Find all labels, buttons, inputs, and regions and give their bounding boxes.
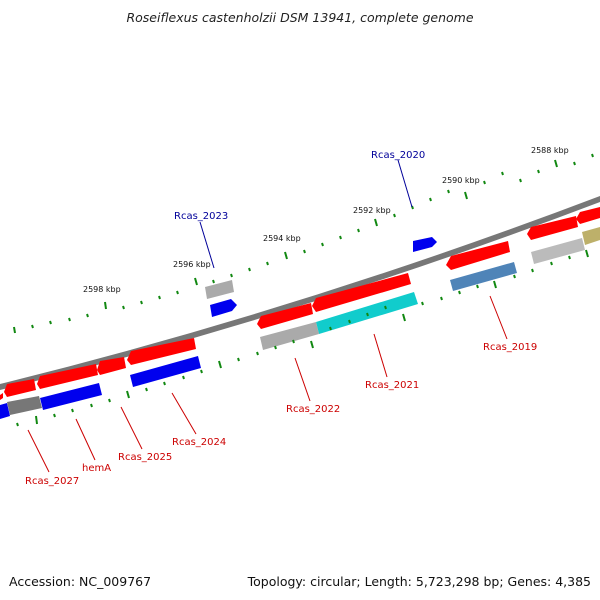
gene-arrow-edge-right-2[interactable] bbox=[576, 207, 600, 224]
genome-summary-text: Topology: circular; Length: 5,723,298 bp… bbox=[247, 574, 591, 589]
gene-arrow-rcas-2025[interactable] bbox=[97, 357, 126, 375]
kbp-label: 2594 kbp bbox=[263, 234, 301, 243]
map-title: Roseiflexus castenholzii DSM 13941, comp… bbox=[126, 10, 473, 25]
gene-label-rcas-2024[interactable]: Rcas_2024 bbox=[172, 437, 226, 448]
gene-box-darkgray[interactable] bbox=[7, 396, 42, 415]
gene-label-rcas-2020[interactable]: Rcas_2020 bbox=[371, 150, 425, 161]
kbp-label: 2592 kbp bbox=[353, 206, 391, 215]
gene-label-rcas-2027[interactable]: Rcas_2027 bbox=[25, 476, 79, 487]
gene-label-rcas-2023[interactable]: Rcas_2023 bbox=[174, 211, 228, 222]
kbp-label: 2590 kbp bbox=[442, 176, 480, 185]
gene-box-blue-2024[interactable] bbox=[130, 356, 201, 387]
kbp-scale-labels: 2588 kbp 2590 kbp 2592 kbp 2594 kbp 2596… bbox=[83, 146, 569, 294]
gene-box-blue-edge[interactable] bbox=[0, 403, 10, 419]
gene-arrow-rcas-2024[interactable] bbox=[127, 338, 196, 365]
outer-tick-ring bbox=[13, 153, 594, 334]
gene-label-hema[interactable]: hemA bbox=[82, 463, 111, 474]
accession-text: Accession: NC_009767 bbox=[9, 574, 151, 589]
inner-tick-ring bbox=[16, 249, 589, 427]
kbp-label: 2596 kbp bbox=[173, 260, 211, 269]
gene-arrow-edge-left[interactable] bbox=[0, 393, 3, 400]
gene-arrow-edge-right-1[interactable] bbox=[527, 216, 578, 240]
gene-box-lightgray-right[interactable] bbox=[531, 238, 585, 264]
kbp-label: 2588 kbp bbox=[531, 146, 569, 155]
gene-arrow-hema[interactable] bbox=[37, 364, 98, 389]
gene-label-rcas-2025[interactable]: Rcas_2025 bbox=[118, 452, 172, 463]
gene-arrow-rcas-2027[interactable] bbox=[4, 379, 36, 397]
gene-arrow-rcas-2021[interactable] bbox=[312, 273, 411, 312]
gene-rcas-2023-blue-arrow[interactable] bbox=[210, 299, 237, 317]
gene-box-steelblue[interactable] bbox=[450, 262, 517, 291]
gene-label-rcas-2019[interactable]: Rcas_2019 bbox=[483, 342, 537, 353]
gene-label-rcas-2021[interactable]: Rcas_2021 bbox=[365, 380, 419, 391]
kbp-label: 2598 kbp bbox=[83, 285, 121, 294]
genome-backbone bbox=[0, 196, 600, 390]
reverse-lane-red bbox=[0, 207, 600, 400]
gene-box-blue-hema[interactable] bbox=[40, 383, 102, 410]
gene-label-rcas-2022[interactable]: Rcas_2022 bbox=[286, 404, 340, 415]
reverse-lane-secondary bbox=[0, 227, 600, 419]
gene-box-gray[interactable] bbox=[260, 322, 319, 350]
gene-box-olive-right[interactable] bbox=[582, 227, 600, 245]
gene-arrow-rcas-2019[interactable] bbox=[446, 241, 510, 270]
label-leader-lines bbox=[27, 159, 508, 473]
gene-rcas-2020-arrow[interactable] bbox=[413, 237, 437, 252]
forward-outer-genes bbox=[205, 237, 437, 317]
gene-rcas-2023-gray-box[interactable] bbox=[205, 280, 234, 299]
gene-arrow-rcas-2022[interactable] bbox=[257, 303, 313, 329]
gene-labels: Rcas_2020 Rcas_2023 Rcas_2019 Rcas_2021 … bbox=[25, 150, 537, 487]
